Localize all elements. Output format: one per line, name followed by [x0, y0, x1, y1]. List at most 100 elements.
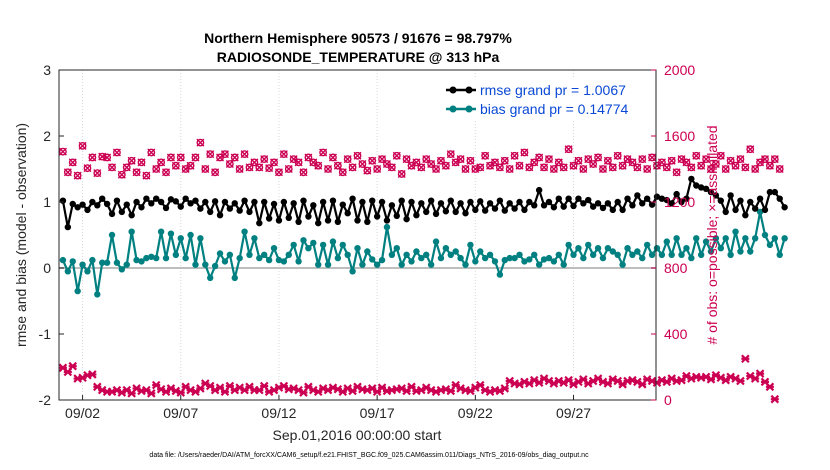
obs-possible-marker [766, 161, 774, 170]
rmse-point [59, 197, 67, 204]
obs-possible-cross [373, 165, 382, 173]
obs-possible-cross [402, 155, 411, 164]
obs-possible-cross [765, 161, 774, 170]
y-tick-label: 1 [43, 194, 51, 210]
obs-possible-cross [564, 145, 573, 154]
rmse-point [408, 198, 415, 206]
obs-possible-marker [662, 163, 671, 172]
obs-possible-cross [201, 165, 210, 173]
obs-possible-marker [608, 163, 617, 172]
legend-rmse-marker [449, 86, 457, 94]
obs-possible-marker [427, 160, 436, 168]
rmse-point [427, 197, 435, 204]
bias-point [580, 254, 587, 262]
obs-possible-marker [127, 156, 136, 165]
obs-possible-marker [741, 163, 750, 172]
obs-possible-cross [108, 163, 117, 172]
rmse-point [364, 218, 371, 225]
bias-point [683, 245, 690, 252]
rmse-point [172, 198, 180, 205]
obs-possible-marker [73, 171, 82, 180]
bias-point [128, 228, 135, 235]
rmse-point [560, 203, 567, 210]
obs-possible-cross [417, 163, 426, 172]
rmse-point [697, 184, 705, 191]
rmse-point [594, 200, 602, 207]
obs-possible-cross [751, 165, 760, 173]
bias-point [432, 238, 440, 245]
obs-possible-marker [186, 161, 195, 170]
obs-possible-marker [270, 158, 278, 167]
obs-possible-marker [88, 153, 97, 162]
obs-possible-cross [206, 150, 215, 159]
obs-possible-cross [240, 150, 249, 159]
bias-point [280, 258, 288, 265]
rmse-point [74, 204, 81, 211]
obs-possible-marker [564, 145, 573, 154]
rmse-point [658, 195, 666, 202]
obs-possible-cross [93, 169, 102, 178]
rmse-point [648, 201, 656, 208]
rmse-point [123, 201, 130, 208]
rmse-point [157, 198, 165, 206]
rmse-point [84, 206, 91, 214]
obs-possible-marker [500, 156, 509, 165]
obs-possible-marker [137, 158, 146, 167]
obs-possible-cross [83, 164, 92, 173]
bias-point [99, 259, 106, 266]
obs-possible-cross [353, 151, 362, 160]
rmse-point [599, 204, 607, 212]
obs-possible-marker [569, 161, 578, 170]
obs-possible-marker [711, 160, 720, 168]
obs-possible-cross [731, 161, 740, 170]
obs-assimilated-marker [68, 361, 78, 371]
obs-possible-cross [520, 148, 529, 157]
bias-point [643, 241, 651, 249]
obs-possible-cross [770, 155, 779, 164]
obs-possible-cross [667, 156, 676, 165]
obs-possible-cross [500, 156, 509, 165]
bias-point [74, 287, 81, 295]
obs-possible-marker [697, 161, 706, 170]
bias-point [531, 251, 538, 258]
obs-possible-cross [132, 168, 141, 177]
rmse-point [653, 193, 661, 200]
bias-point [629, 251, 636, 258]
rmse-point [702, 185, 710, 192]
x-axis-label: Sep.01,2016 00:00:00 start [273, 427, 442, 443]
obs-possible-marker [191, 153, 200, 162]
bias-point [457, 254, 464, 262]
rmse-point [324, 217, 332, 224]
rmse-point [128, 212, 135, 219]
obs-possible-cross [594, 153, 603, 162]
bias-point [486, 251, 494, 258]
bias-point [236, 254, 243, 262]
rmse-point [629, 202, 636, 209]
bias-point [182, 254, 189, 262]
obs-possible-cross [220, 150, 229, 159]
rmse-point [99, 195, 106, 202]
rmse-point [290, 200, 297, 207]
obs-possible-marker [667, 156, 676, 165]
bias-point [349, 268, 356, 275]
y2-tick-label: 2000 [664, 62, 695, 78]
rmse-point [113, 197, 121, 204]
bias-point [653, 245, 661, 252]
rmse-point [275, 217, 283, 224]
obs-possible-marker [456, 155, 465, 164]
bias-point [246, 251, 253, 258]
obs-possible-cross [260, 155, 269, 164]
rmse-point [707, 188, 715, 196]
legend-rmse-marker [465, 86, 473, 94]
obs-assimilated-marker [88, 370, 97, 379]
bias-point [69, 258, 76, 265]
rmse-point [197, 205, 204, 212]
rmse-point [521, 206, 528, 214]
obs-possible-marker [481, 151, 490, 160]
rmse-point [153, 195, 160, 202]
obs-possible-marker [549, 165, 558, 173]
obs-possible-marker [319, 148, 328, 157]
obs-possible-marker [707, 165, 715, 173]
rmse-point [310, 202, 317, 209]
bias-point [702, 238, 710, 245]
